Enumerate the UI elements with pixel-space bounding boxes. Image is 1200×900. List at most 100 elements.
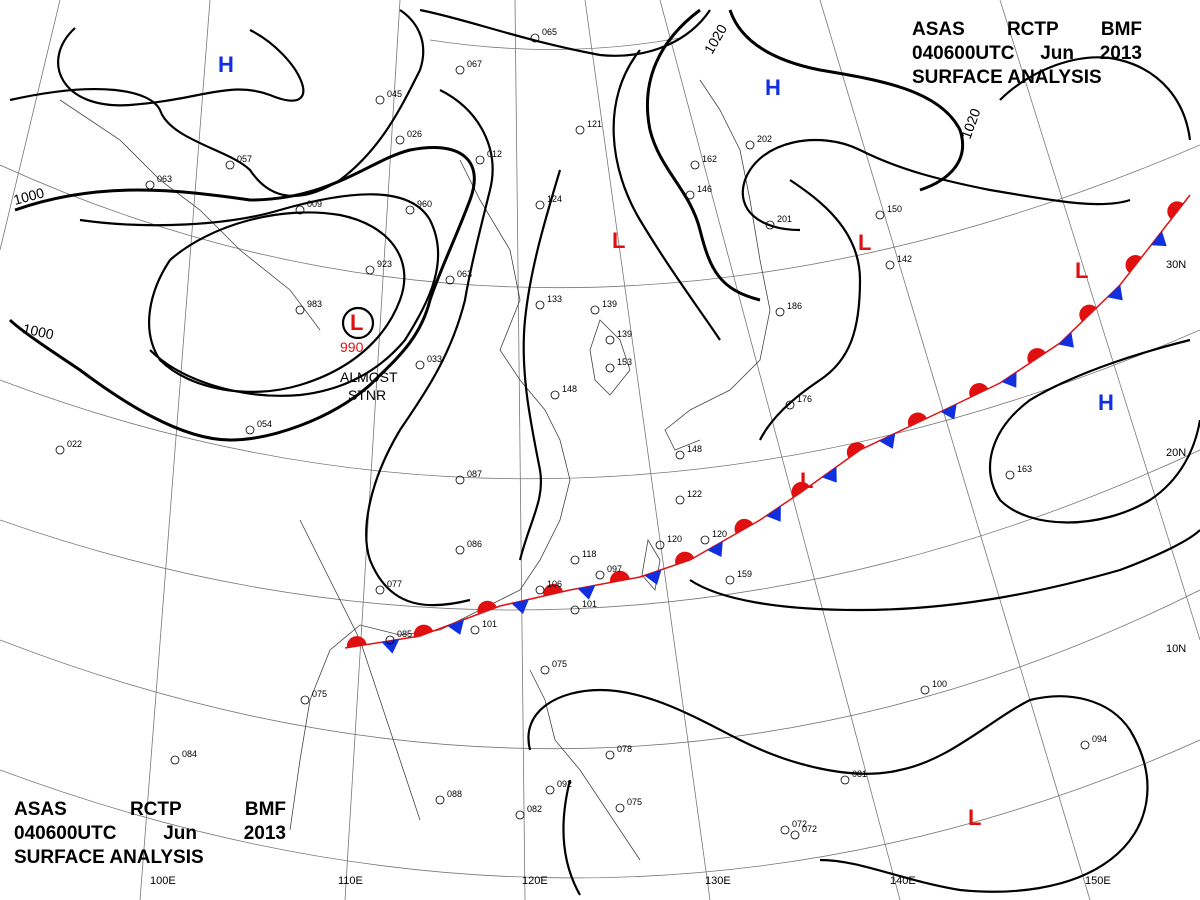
parallel bbox=[0, 739, 1200, 879]
station-pressure: 148 bbox=[562, 384, 577, 394]
station-pressure: 075 bbox=[627, 797, 642, 807]
warm-front-symbol bbox=[543, 583, 563, 597]
station-pressure: 075 bbox=[312, 689, 327, 699]
station-marker bbox=[445, 275, 455, 285]
station-marker bbox=[885, 260, 895, 270]
station-marker bbox=[790, 830, 800, 840]
title-month: Jun bbox=[1040, 43, 1074, 64]
station-marker bbox=[295, 205, 305, 215]
station-marker bbox=[595, 570, 605, 580]
isobar bbox=[148, 211, 406, 393]
station-marker bbox=[1080, 740, 1090, 750]
station-marker bbox=[605, 750, 615, 760]
warm-front-symbol bbox=[969, 383, 989, 398]
station-marker bbox=[475, 155, 485, 165]
station-marker bbox=[225, 160, 235, 170]
station-marker bbox=[535, 300, 545, 310]
station-marker bbox=[395, 135, 405, 145]
longitude-label: 130E bbox=[705, 875, 731, 887]
station-marker bbox=[170, 755, 180, 765]
station-marker bbox=[690, 160, 700, 170]
parallel bbox=[0, 329, 1200, 480]
station-pressure: 923 bbox=[377, 259, 392, 269]
title-product: SURFACE ANALYSIS bbox=[912, 67, 1102, 88]
warm-front-symbol bbox=[1027, 348, 1046, 364]
cold-front-symbol bbox=[940, 403, 957, 420]
low-pressure-center: L bbox=[350, 310, 363, 335]
station-pressure: 960 bbox=[417, 199, 432, 209]
station-pressure: 057 bbox=[237, 154, 252, 164]
warm-front-symbol bbox=[413, 624, 434, 639]
station-pressure: 133 bbox=[547, 294, 562, 304]
coast-taiwan bbox=[641, 538, 661, 591]
station-marker bbox=[535, 585, 545, 595]
station-pressure: 033 bbox=[427, 354, 442, 364]
meridian bbox=[584, 0, 711, 900]
warm-front-symbol bbox=[907, 412, 927, 427]
title-unit: BMF bbox=[244, 799, 286, 820]
station-pressure: 072 bbox=[792, 819, 807, 829]
station-pressure: 983 bbox=[307, 299, 322, 309]
isobar bbox=[999, 56, 1192, 141]
parallel bbox=[0, 144, 1200, 289]
station-pressure: 101 bbox=[482, 619, 497, 629]
low-pressure-center: L bbox=[1075, 258, 1088, 283]
station-pressure: 139 bbox=[602, 299, 617, 309]
station-pressure: 088 bbox=[447, 789, 462, 799]
station-pressure: 120 bbox=[712, 529, 727, 539]
isobar bbox=[9, 9, 425, 198]
station-marker bbox=[455, 65, 465, 75]
cold-front-symbol bbox=[1058, 332, 1074, 348]
station-pressure: 022 bbox=[67, 439, 82, 449]
title-product: SURFACE ANALYSIS bbox=[14, 847, 204, 868]
station-marker bbox=[55, 445, 65, 455]
station-marker bbox=[415, 360, 425, 370]
warm-front-symbol bbox=[609, 570, 630, 583]
station-marker bbox=[570, 605, 580, 615]
longitude-label: 120E bbox=[522, 875, 548, 887]
station-marker bbox=[605, 363, 615, 373]
meridian bbox=[139, 0, 211, 900]
cold-front-symbol bbox=[577, 585, 596, 600]
station-marker bbox=[725, 575, 735, 585]
station-pressure: 139 bbox=[617, 329, 632, 339]
station-pressure: 082 bbox=[527, 804, 542, 814]
longitude-label: 140E bbox=[890, 875, 916, 887]
isobar bbox=[562, 779, 581, 896]
station-marker bbox=[545, 785, 555, 795]
station-marker bbox=[455, 545, 465, 555]
title-month: Jun bbox=[163, 823, 197, 844]
station-marker bbox=[1005, 470, 1015, 480]
title-agency: ASAS bbox=[14, 799, 67, 820]
low-pressure-center: L bbox=[800, 468, 813, 493]
station-marker bbox=[550, 390, 560, 400]
station-pressure: 106 bbox=[547, 579, 562, 589]
station-marker bbox=[840, 775, 850, 785]
meridian bbox=[514, 0, 526, 900]
title-time: 040600UTC bbox=[912, 43, 1015, 64]
station-pressure: 153 bbox=[617, 357, 632, 367]
station-marker bbox=[530, 33, 540, 43]
station-pressure: 159 bbox=[737, 569, 752, 579]
station-marker bbox=[300, 695, 310, 705]
cold-front-symbol bbox=[879, 433, 896, 449]
warm-front-symbol bbox=[1125, 255, 1142, 273]
station-pressure: 148 bbox=[687, 444, 702, 454]
station-pressure: 186 bbox=[787, 301, 802, 311]
station-marker bbox=[515, 810, 525, 820]
coast-philippines bbox=[529, 669, 641, 861]
cold-front-symbol bbox=[447, 619, 465, 635]
isobar bbox=[57, 27, 305, 107]
longitude-label: 110E bbox=[338, 875, 363, 887]
station-pressure: 163 bbox=[1017, 464, 1032, 474]
station-pressure: 085 bbox=[397, 629, 412, 639]
title-year: 2013 bbox=[243, 823, 286, 844]
front-symbols bbox=[346, 201, 1184, 654]
station-marker bbox=[615, 803, 625, 813]
station-marker bbox=[365, 265, 375, 275]
station-pressure: 009 bbox=[307, 199, 322, 209]
station-pressure: 065 bbox=[542, 27, 557, 37]
